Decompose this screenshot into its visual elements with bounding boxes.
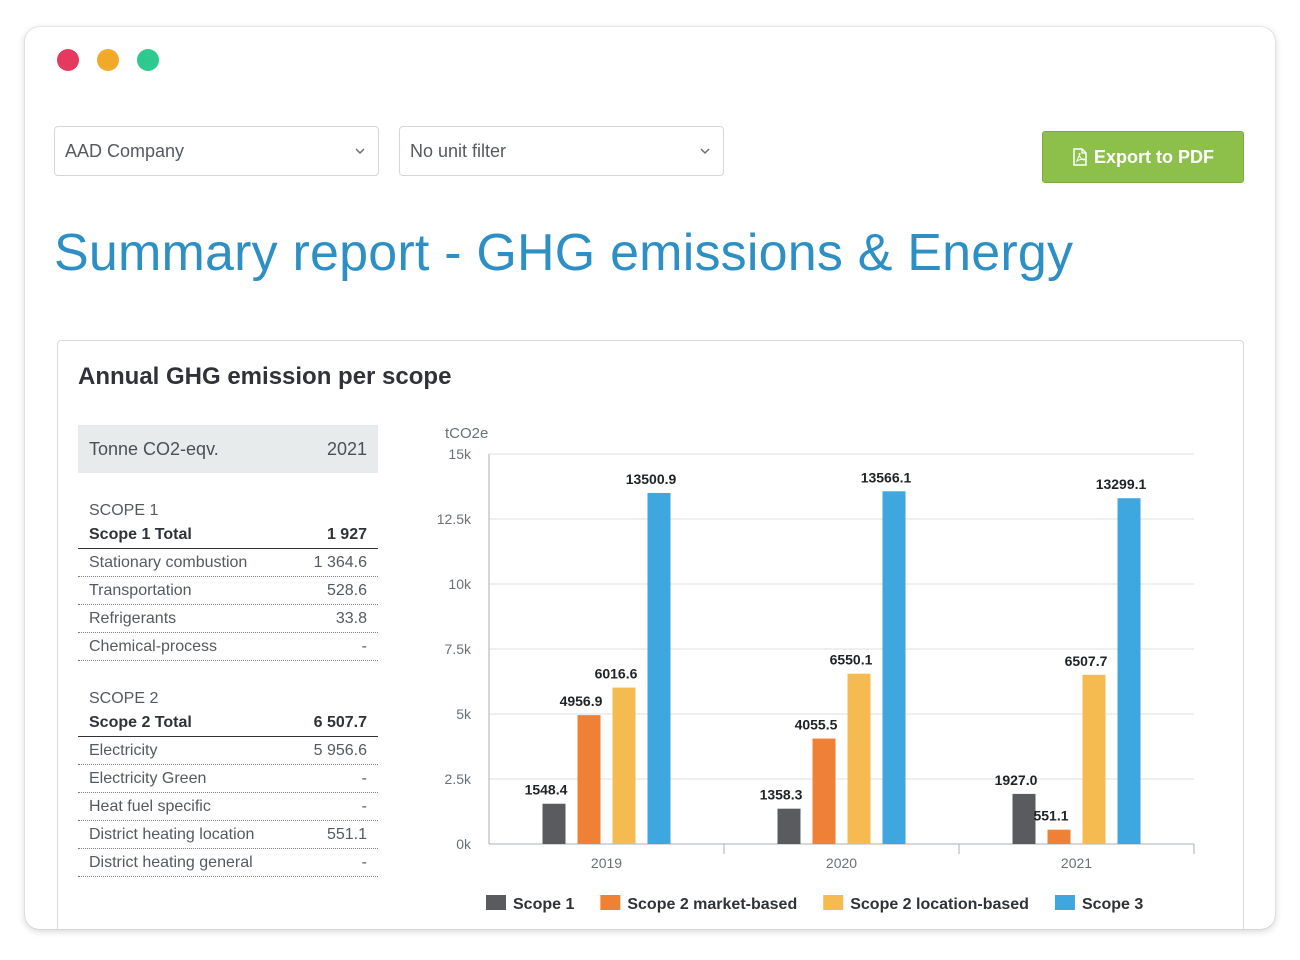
bar-data-label: 551.1 — [1033, 808, 1068, 824]
table-row: Electricity 5 956.6 — [78, 737, 378, 765]
y-tick-label: 0k — [456, 836, 472, 852]
legend-label[interactable]: Scope 1 — [513, 896, 574, 913]
table-row: District heating general - — [78, 849, 378, 877]
bar-data-label: 13500.9 — [626, 471, 677, 487]
table-row: Stationary combustion 1 364.6 — [78, 549, 378, 577]
x-tick-label: 2021 — [1061, 855, 1092, 871]
y-tick-label: 10k — [448, 576, 472, 592]
y-tick-label: 7.5k — [445, 641, 472, 657]
bar-data-label: 13566.1 — [861, 469, 912, 485]
table-row: Chemical-process - — [78, 633, 378, 661]
chevron-down-icon — [355, 148, 365, 155]
window-zoom-button[interactable] — [137, 49, 159, 71]
row-value: 1 364.6 — [313, 553, 367, 571]
legend-label[interactable]: Scope 2 location-based — [850, 896, 1029, 913]
bar-data-label: 6550.1 — [830, 652, 873, 668]
chevron-down-icon — [700, 148, 710, 155]
table-row-scope-1-total: Scope 1 Total 1 927 — [78, 521, 378, 549]
window-close-button[interactable] — [57, 49, 79, 71]
window-minimize-button[interactable] — [97, 49, 119, 71]
bar-data-label: 6507.7 — [1065, 653, 1108, 669]
ghg-emission-card: Annual GHG emission per scope Tonne CO2-… — [57, 340, 1244, 929]
row-label: Refrigerants — [89, 609, 177, 627]
export-pdf-label: Export to PDF — [1094, 146, 1214, 167]
emission-table: Tonne CO2-eqv. 2021 SCOPE 1 Scope 1 Tota… — [78, 425, 378, 877]
row-value: 528.6 — [326, 581, 367, 599]
row-label: Electricity — [89, 741, 158, 759]
row-value: 5 956.6 — [313, 741, 367, 759]
bar-scope-2-market-based — [812, 738, 836, 844]
app-window: AAD Company No unit filter Export to PDF… — [25, 27, 1275, 929]
table-row: District heating location 551.1 — [78, 821, 378, 849]
row-label: District heating location — [89, 825, 255, 843]
table-row-scope-2-total: Scope 2 Total 6 507.7 — [78, 709, 378, 737]
bar-data-label: 6016.6 — [595, 666, 638, 682]
row-value: 1 927 — [326, 525, 367, 543]
row-label: Transportation — [89, 581, 192, 599]
y-tick-label: 5k — [456, 706, 472, 722]
row-label: Stationary combustion — [89, 553, 248, 571]
bar-data-label: 1927.0 — [995, 772, 1038, 788]
unit-filter-value: No unit filter — [410, 141, 507, 161]
y-tick-label: 15k — [448, 446, 472, 462]
bar-data-label: 13299.1 — [1096, 476, 1147, 492]
row-label: Heat fuel specific — [89, 797, 211, 815]
bar-data-label: 1358.3 — [760, 787, 803, 803]
pdf-file-icon — [1073, 148, 1087, 166]
legend-label[interactable]: Scope 2 market-based — [627, 896, 797, 913]
ghg-bar-chart: 0k 2.5k 5k 7.5k 10k 12.5k 15k tCO2e 2019 1548.4 49… — [437, 425, 1195, 913]
table-row: Refrigerants 33.8 — [78, 605, 378, 633]
bar-scope-2-location-based — [1082, 674, 1106, 844]
y-axis-label: tCO2e — [445, 425, 488, 442]
legend-swatch — [600, 895, 621, 910]
company-select[interactable]: AAD Company — [54, 126, 379, 176]
row-label: Scope 2 Total — [89, 713, 192, 731]
table-row: Heat fuel specific - — [78, 793, 378, 821]
table-header-unit: Tonne CO2-eqv. — [89, 438, 219, 459]
bar-scope-2-market-based — [577, 715, 601, 844]
y-tick-label: 2.5k — [445, 771, 472, 787]
company-select-value: AAD Company — [65, 141, 185, 161]
row-label: District heating general — [89, 853, 253, 871]
row-label: Chemical-process — [89, 637, 218, 655]
legend-swatch — [1054, 895, 1075, 910]
export-pdf-button[interactable]: Export to PDF — [1042, 131, 1244, 183]
legend-swatch — [823, 895, 844, 910]
legend-label[interactable]: Scope 3 — [1082, 896, 1143, 913]
row-value: - — [361, 769, 367, 787]
row-value: 6 507.7 — [313, 713, 367, 731]
page-title: Summary report - GHG emissions & Energy — [54, 224, 1074, 282]
bar-scope-2-location-based — [847, 673, 871, 844]
bar-scope-2-location-based — [612, 687, 636, 844]
row-value: - — [361, 797, 367, 815]
bar-data-label: 1548.4 — [525, 782, 568, 798]
table-row: Electricity Green - — [78, 765, 378, 793]
row-label: Scope 1 Total — [89, 525, 192, 543]
table-header-year: 2021 — [326, 438, 367, 459]
bar-scope-3 — [882, 491, 906, 844]
legend-swatch — [486, 895, 506, 910]
table-header: Tonne CO2-eqv. 2021 — [78, 425, 378, 473]
bar-data-label: 4956.9 — [560, 693, 603, 709]
bar-scope-3 — [1117, 498, 1141, 844]
bar-scope-1 — [1012, 793, 1036, 844]
bar-scope-2-market-based — [1047, 829, 1071, 844]
unit-filter-select[interactable]: No unit filter — [399, 126, 724, 176]
x-tick-label: 2020 — [826, 855, 857, 871]
bar-data-label: 4055.5 — [795, 717, 838, 733]
row-value: 33.8 — [335, 609, 367, 627]
bar-scope-1 — [777, 808, 801, 844]
row-label: Electricity Green — [89, 769, 207, 787]
row-value: - — [361, 853, 367, 871]
bar-scope-3 — [647, 492, 671, 844]
x-tick-label: 2019 — [591, 855, 622, 871]
section-label-scope-1: SCOPE 1 — [89, 502, 159, 519]
table-row: Transportation 528.6 — [78, 577, 378, 605]
section-label-scope-2: SCOPE 2 — [89, 690, 159, 707]
card-title: Annual GHG emission per scope — [78, 363, 452, 390]
row-value: 551.1 — [326, 825, 367, 843]
bar-scope-1 — [542, 803, 566, 844]
y-tick-label: 12.5k — [437, 511, 472, 527]
row-value: - — [361, 637, 367, 655]
